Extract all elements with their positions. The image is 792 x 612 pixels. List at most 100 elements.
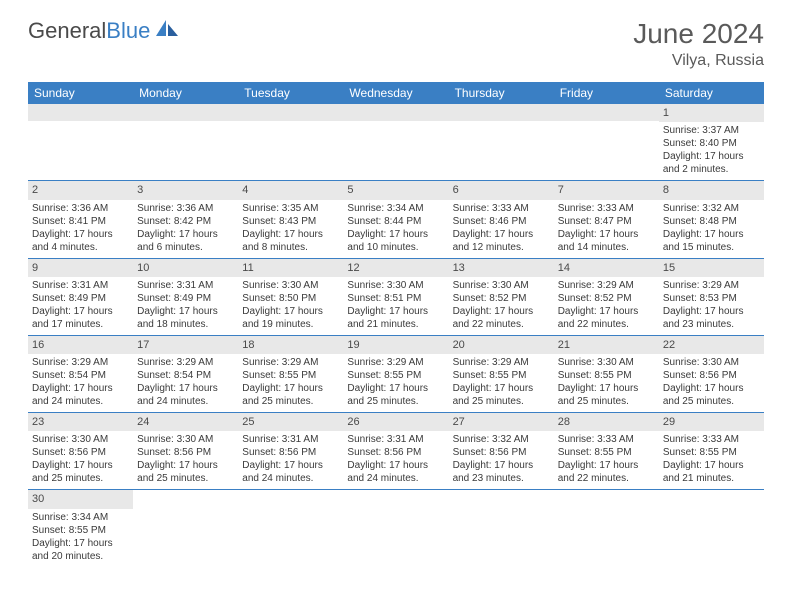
daylight-line-1: Daylight: 17 hours: [32, 382, 129, 395]
title-block: June 2024 Vilya, Russia: [633, 18, 764, 70]
daylight-line-2: and 25 minutes.: [137, 472, 234, 485]
sunrise-line: Sunrise: 3:34 AM: [32, 511, 129, 524]
day-number: 16: [28, 336, 133, 354]
weekday-header: SundayMondayTuesdayWednesdayThursdayFrid…: [28, 82, 764, 104]
daylight-line-2: and 14 minutes.: [558, 241, 655, 254]
daylight-line-1: Daylight: 17 hours: [242, 228, 339, 241]
week-row: 23Sunrise: 3:30 AMSunset: 8:56 PMDayligh…: [28, 413, 764, 490]
daylight-line-2: and 25 minutes.: [558, 395, 655, 408]
day-cell: 21Sunrise: 3:30 AMSunset: 8:55 PMDayligh…: [554, 336, 659, 412]
daylight-line-2: and 15 minutes.: [663, 241, 760, 254]
logo-text-2: Blue: [106, 18, 150, 44]
daylight-line-2: and 24 minutes.: [347, 472, 444, 485]
sunset-line: Sunset: 8:54 PM: [137, 369, 234, 382]
sunset-line: Sunset: 8:55 PM: [453, 369, 550, 382]
daylight-line-1: Daylight: 17 hours: [32, 537, 129, 550]
day-cell: 3Sunrise: 3:36 AMSunset: 8:42 PMDaylight…: [133, 181, 238, 257]
weekday-label: Monday: [133, 82, 238, 104]
day-number: 11: [238, 259, 343, 277]
day-cell: 12Sunrise: 3:30 AMSunset: 8:51 PMDayligh…: [343, 259, 448, 335]
month-title: June 2024: [633, 18, 764, 50]
day-cell: 8Sunrise: 3:32 AMSunset: 8:48 PMDaylight…: [659, 181, 764, 257]
daylight-line-1: Daylight: 17 hours: [558, 382, 655, 395]
day-cell: 4Sunrise: 3:35 AMSunset: 8:43 PMDaylight…: [238, 181, 343, 257]
day-number: 19: [343, 336, 448, 354]
daylight-line-2: and 24 minutes.: [137, 395, 234, 408]
day-cell: [449, 490, 554, 566]
weekday-label: Thursday: [449, 82, 554, 104]
daylight-line-2: and 24 minutes.: [32, 395, 129, 408]
daylight-line-2: and 22 minutes.: [558, 318, 655, 331]
daylight-line-1: Daylight: 17 hours: [453, 228, 550, 241]
week-row: 30Sunrise: 3:34 AMSunset: 8:55 PMDayligh…: [28, 490, 764, 566]
daylight-line-2: and 23 minutes.: [453, 472, 550, 485]
day-number: 23: [28, 413, 133, 431]
day-number: 24: [133, 413, 238, 431]
day-number: 21: [554, 336, 659, 354]
sunset-line: Sunset: 8:55 PM: [242, 369, 339, 382]
sunrise-line: Sunrise: 3:37 AM: [663, 124, 760, 137]
daylight-line-2: and 25 minutes.: [242, 395, 339, 408]
day-cell: 1Sunrise: 3:37 AMSunset: 8:40 PMDaylight…: [659, 104, 764, 180]
daylight-line-1: Daylight: 17 hours: [558, 228, 655, 241]
day-number: 15: [659, 259, 764, 277]
empty-day-number: [133, 104, 238, 121]
sunrise-line: Sunrise: 3:31 AM: [137, 279, 234, 292]
logo: GeneralBlue: [28, 18, 180, 44]
sunset-line: Sunset: 8:51 PM: [347, 292, 444, 305]
day-cell: 5Sunrise: 3:34 AMSunset: 8:44 PMDaylight…: [343, 181, 448, 257]
empty-day-number: [554, 104, 659, 121]
day-number: 28: [554, 413, 659, 431]
day-cell: 29Sunrise: 3:33 AMSunset: 8:55 PMDayligh…: [659, 413, 764, 489]
daylight-line-1: Daylight: 17 hours: [663, 382, 760, 395]
daylight-line-1: Daylight: 17 hours: [32, 228, 129, 241]
day-cell: 15Sunrise: 3:29 AMSunset: 8:53 PMDayligh…: [659, 259, 764, 335]
day-cell: [343, 104, 448, 180]
day-cell: 6Sunrise: 3:33 AMSunset: 8:46 PMDaylight…: [449, 181, 554, 257]
daylight-line-2: and 23 minutes.: [663, 318, 760, 331]
day-number: 29: [659, 413, 764, 431]
sunset-line: Sunset: 8:42 PM: [137, 215, 234, 228]
sunset-line: Sunset: 8:56 PM: [347, 446, 444, 459]
day-number: 2: [28, 181, 133, 199]
sunset-line: Sunset: 8:43 PM: [242, 215, 339, 228]
sunset-line: Sunset: 8:40 PM: [663, 137, 760, 150]
sunset-line: Sunset: 8:49 PM: [32, 292, 129, 305]
sunrise-line: Sunrise: 3:31 AM: [32, 279, 129, 292]
daylight-line-1: Daylight: 17 hours: [347, 228, 444, 241]
day-number: 6: [449, 181, 554, 199]
daylight-line-2: and 17 minutes.: [32, 318, 129, 331]
day-cell: 18Sunrise: 3:29 AMSunset: 8:55 PMDayligh…: [238, 336, 343, 412]
daylight-line-2: and 22 minutes.: [453, 318, 550, 331]
daylight-line-2: and 12 minutes.: [453, 241, 550, 254]
day-number: 13: [449, 259, 554, 277]
daylight-line-1: Daylight: 17 hours: [137, 459, 234, 472]
day-cell: 16Sunrise: 3:29 AMSunset: 8:54 PMDayligh…: [28, 336, 133, 412]
day-number: 17: [133, 336, 238, 354]
daylight-line-2: and 4 minutes.: [32, 241, 129, 254]
sunrise-line: Sunrise: 3:30 AM: [347, 279, 444, 292]
daylight-line-1: Daylight: 17 hours: [137, 382, 234, 395]
sunset-line: Sunset: 8:49 PM: [137, 292, 234, 305]
daylight-line-1: Daylight: 17 hours: [347, 382, 444, 395]
sunrise-line: Sunrise: 3:29 AM: [347, 356, 444, 369]
day-number: 9: [28, 259, 133, 277]
day-number: 18: [238, 336, 343, 354]
day-cell: [449, 104, 554, 180]
sunrise-line: Sunrise: 3:33 AM: [453, 202, 550, 215]
day-number: 22: [659, 336, 764, 354]
sunrise-line: Sunrise: 3:29 AM: [32, 356, 129, 369]
daylight-line-1: Daylight: 17 hours: [137, 305, 234, 318]
sunset-line: Sunset: 8:55 PM: [32, 524, 129, 537]
daylight-line-1: Daylight: 17 hours: [453, 459, 550, 472]
sunrise-line: Sunrise: 3:33 AM: [558, 202, 655, 215]
day-number: 10: [133, 259, 238, 277]
sunrise-line: Sunrise: 3:31 AM: [347, 433, 444, 446]
week-row: 2Sunrise: 3:36 AMSunset: 8:41 PMDaylight…: [28, 181, 764, 258]
sunrise-line: Sunrise: 3:32 AM: [663, 202, 760, 215]
sunrise-line: Sunrise: 3:30 AM: [137, 433, 234, 446]
daylight-line-2: and 21 minutes.: [663, 472, 760, 485]
sunset-line: Sunset: 8:56 PM: [453, 446, 550, 459]
day-cell: [28, 104, 133, 180]
daylight-line-2: and 21 minutes.: [347, 318, 444, 331]
